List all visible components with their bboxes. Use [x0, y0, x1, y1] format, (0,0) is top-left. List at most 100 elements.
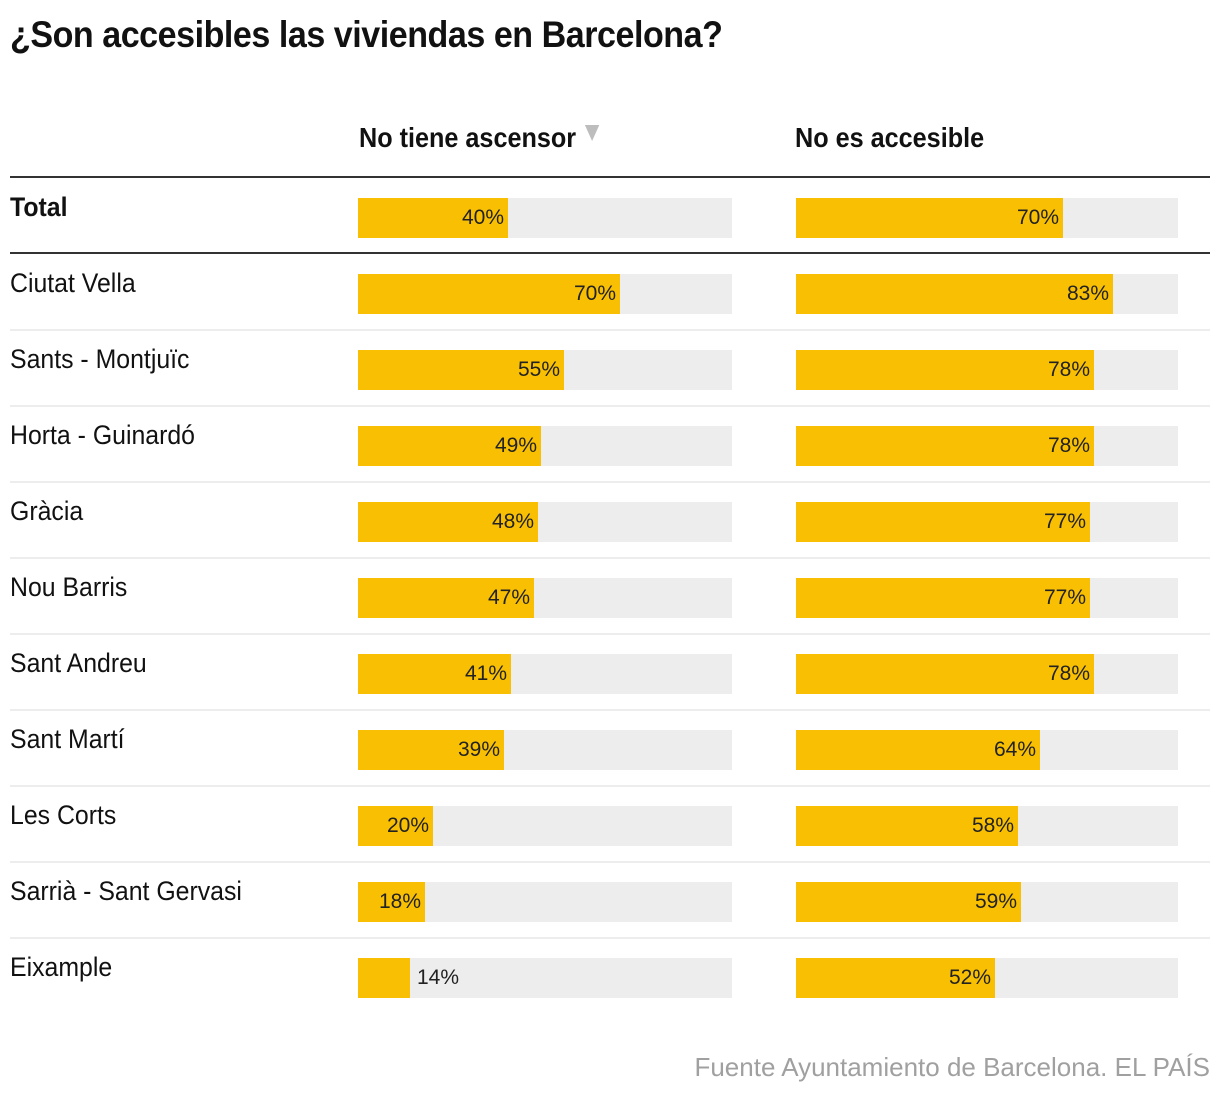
bar-value-label: 78%: [1047, 662, 1090, 685]
column-header-no-tiene-ascensor[interactable]: No tiene ascensor: [359, 122, 600, 154]
bar-no-tiene-ascensor: [358, 958, 410, 998]
bar-no-tiene-ascensor: [358, 654, 511, 694]
bar-value-label: 78%: [1047, 434, 1090, 457]
row-label: Sant Martí: [10, 724, 125, 754]
bar-value-label: 64%: [993, 738, 1036, 761]
row-divider: [10, 861, 1210, 863]
row-divider: [10, 405, 1210, 407]
bar-no-es-accesible: [796, 654, 1094, 694]
bar-track-no-es-accesible: 78%: [796, 654, 1178, 694]
bar-no-es-accesible: [796, 350, 1094, 390]
bar-value-label: 49%: [494, 434, 537, 457]
table-row: Les Corts 20% 58%: [0, 786, 1220, 862]
bar-value-label: 52%: [948, 966, 991, 989]
bar-value-label: 83%: [1066, 282, 1109, 305]
bar-no-tiene-ascensor: [358, 274, 620, 314]
row-label: Sant Andreu: [10, 648, 147, 678]
table-row: Nou Barris 47% 77%: [0, 558, 1220, 634]
bar-track-no-tiene-ascensor: 18%: [358, 882, 732, 922]
bar-track-no-tiene-ascensor: 48%: [358, 502, 732, 542]
bar-track-no-es-accesible: 78%: [796, 350, 1178, 390]
bar-track-no-tiene-ascensor: 14%: [358, 958, 732, 998]
bar-no-tiene-ascensor: [358, 578, 534, 618]
row-divider: [10, 252, 1210, 254]
row-divider: [10, 329, 1210, 331]
bar-value-label: 47%: [487, 586, 530, 609]
row-label: Sarrià - Sant Gervasi: [10, 876, 242, 906]
row-label: Sants - Montjuïc: [10, 344, 190, 374]
bar-value-label: 55%: [517, 358, 560, 381]
bar-no-tiene-ascensor: [358, 350, 564, 390]
bar-no-es-accesible: [796, 882, 1021, 922]
bar-track-no-es-accesible: 58%: [796, 806, 1178, 846]
bar-value-label: 14%: [417, 966, 460, 989]
total-row: Total 40% 70%: [0, 178, 1220, 254]
table-row: Sant Martí 39% 64%: [0, 710, 1220, 786]
bar-no-tiene-ascensor: [358, 806, 433, 846]
table-row: Gràcia 48% 77%: [0, 482, 1220, 558]
bar-no-tiene-ascensor: [358, 882, 425, 922]
column-header-label: No tiene ascensor: [359, 122, 577, 153]
bar-value-label: 39%: [457, 738, 500, 761]
row-divider: [10, 481, 1210, 483]
row-divider: [10, 709, 1210, 711]
bar-no-es-accesible: [796, 578, 1090, 618]
bar-no-es-accesible: [796, 502, 1090, 542]
chart-title: ¿Son accesibles las viviendas en Barcelo…: [10, 14, 723, 55]
bar-track-no-tiene-ascensor: 40%: [358, 198, 732, 238]
source-note: Fuente Ayuntamiento de Barcelona. EL PAÍ…: [694, 1052, 1210, 1082]
bar-no-tiene-ascensor: [358, 198, 508, 238]
bar-value-label: 77%: [1043, 510, 1086, 533]
sort-descending-icon[interactable]: [585, 125, 600, 141]
bar-track-no-es-accesible: 52%: [796, 958, 1178, 998]
table-row: Eixample 14% 52%: [0, 938, 1220, 1014]
bar-track-no-tiene-ascensor: 39%: [358, 730, 732, 770]
bar-no-es-accesible: [796, 730, 1040, 770]
bar-no-es-accesible: [796, 426, 1094, 466]
bar-no-es-accesible: [796, 958, 995, 998]
row-label: Les Corts: [10, 800, 117, 830]
bar-no-tiene-ascensor: [358, 730, 504, 770]
bar-track-no-es-accesible: 83%: [796, 274, 1178, 314]
bar-value-label: 20%: [386, 814, 429, 837]
table-row: Ciutat Vella 70% 83%: [0, 254, 1220, 330]
row-label: Horta - Guinardó: [10, 420, 196, 450]
bar-no-es-accesible: [796, 198, 1063, 238]
row-divider: [10, 557, 1210, 559]
bar-track-no-es-accesible: 77%: [796, 578, 1178, 618]
table-row: Horta - Guinardó 49% 78%: [0, 406, 1220, 482]
bar-value-label: 58%: [971, 814, 1014, 837]
row-label: Eixample: [10, 952, 113, 982]
row-divider: [10, 937, 1210, 939]
bar-track-no-tiene-ascensor: 41%: [358, 654, 732, 694]
row-label: Ciutat Vella: [10, 268, 136, 298]
bar-value-label: 70%: [1016, 206, 1059, 229]
bar-no-tiene-ascensor: [358, 502, 538, 542]
bar-value-label: 48%: [491, 510, 534, 533]
row-divider: [10, 785, 1210, 787]
bar-value-label: 41%: [464, 662, 507, 685]
bar-track-no-es-accesible: 78%: [796, 426, 1178, 466]
bar-track-no-tiene-ascensor: 55%: [358, 350, 732, 390]
bar-no-tiene-ascensor: [358, 426, 541, 466]
bar-value-label: 59%: [974, 890, 1017, 913]
table-row: Sant Andreu 41% 78%: [0, 634, 1220, 710]
column-header-label: No es accesible: [795, 122, 985, 153]
bar-value-label: 70%: [573, 282, 616, 305]
header-divider: [10, 176, 1210, 178]
bar-track-no-es-accesible: 59%: [796, 882, 1178, 922]
table-row: Sants - Montjuïc 55% 78%: [0, 330, 1220, 406]
bar-value-label: 78%: [1047, 358, 1090, 381]
column-header-no-es-accesible[interactable]: No es accesible: [795, 122, 984, 154]
bar-value-label: 18%: [378, 890, 421, 913]
row-label: Gràcia: [10, 496, 84, 526]
row-label: Nou Barris: [10, 572, 128, 602]
bar-track-no-es-accesible: 77%: [796, 502, 1178, 542]
bar-track-no-tiene-ascensor: 20%: [358, 806, 732, 846]
bar-track-no-es-accesible: 70%: [796, 198, 1178, 238]
bar-no-es-accesible: [796, 806, 1018, 846]
bar-value-label: 40%: [461, 206, 504, 229]
bar-track-no-es-accesible: 64%: [796, 730, 1178, 770]
bar-value-label: 77%: [1043, 586, 1086, 609]
bar-track-no-tiene-ascensor: 47%: [358, 578, 732, 618]
